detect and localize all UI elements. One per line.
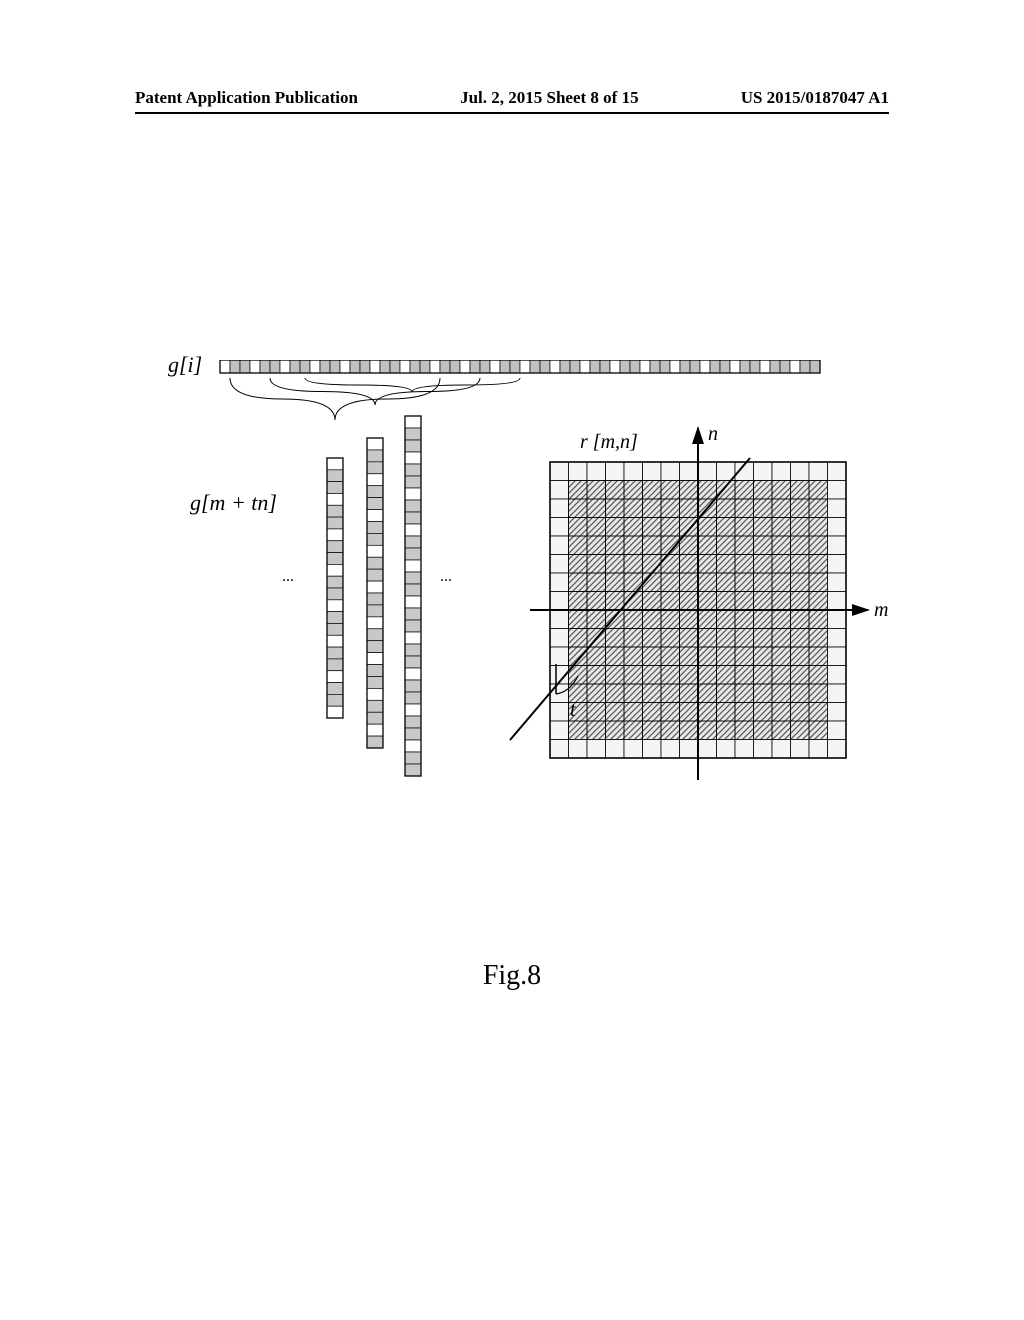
header-left: Patent Application Publication [135,88,358,108]
svg-text:t: t [570,699,576,721]
figure-caption: Fig.8 [0,960,1024,992]
page-header: Patent Application Publication Jul. 2, 2… [0,88,1024,108]
figure-8: g[i] g[m + tn] ... ... r [m,n]mnt [150,360,920,840]
svg-text:n: n [708,423,718,445]
svg-text:r [m,n]: r [m,n] [580,431,638,453]
header-rule [135,112,889,114]
header-center: Jul. 2, 2015 Sheet 8 of 15 [460,88,639,108]
svg-text:m: m [874,599,888,621]
header-right: US 2015/0187047 A1 [741,88,889,108]
diagram-svg: r [m,n] m n t [150,360,920,840]
